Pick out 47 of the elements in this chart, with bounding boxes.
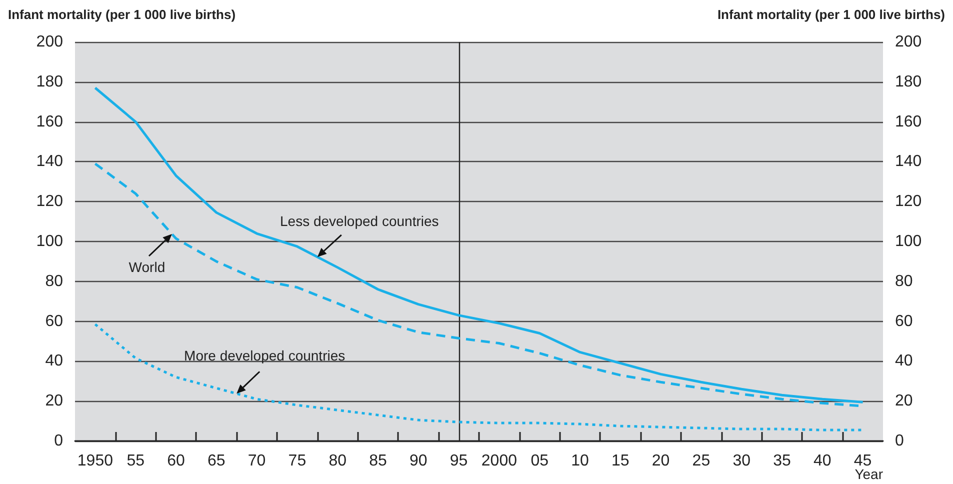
x-tick-label: 05 — [530, 452, 549, 470]
y2-tick-label: 120 — [895, 193, 922, 210]
x-tick-label: 65 — [208, 452, 226, 470]
line-series — [94, 86, 864, 404]
x-tick-label: 25 — [692, 452, 710, 470]
y2-tick-label: 20 — [895, 392, 913, 410]
x-tick-label: 85 — [369, 452, 387, 470]
y2-tick-label: 0 — [895, 432, 904, 450]
y2-tick-label: 80 — [895, 272, 913, 290]
y-tick-label: 60 — [45, 312, 64, 330]
y2-tick-label: 100 — [895, 233, 922, 250]
x-tick-label: 75 — [288, 452, 306, 470]
y-tick-label: 0 — [54, 432, 64, 450]
y-tick-label: 40 — [45, 352, 64, 370]
y-tick-label: 100 — [36, 233, 64, 250]
y-tick-label: 120 — [36, 193, 64, 210]
x-tick-label: 80 — [328, 452, 347, 470]
x-tick-label: 1950 — [77, 452, 114, 470]
x-tick-label: 55 — [126, 452, 145, 470]
x-tick-label: 2000 — [481, 452, 518, 470]
y2-tick-label: 200 — [895, 34, 922, 50]
y2-tick-label: 160 — [895, 113, 922, 130]
x-tick-label: 40 — [814, 452, 832, 470]
x-tick-label: 60 — [167, 452, 185, 470]
x-tick-label: 90 — [410, 452, 428, 470]
x-tick-label: 20 — [652, 452, 670, 470]
x-tick-label: 15 — [612, 452, 630, 470]
x-tick-label: 30 — [732, 452, 751, 470]
series-label: World — [128, 259, 166, 276]
x-tick-label: 70 — [248, 452, 266, 470]
y-tick-label: 140 — [36, 153, 64, 170]
y-tick-label: 200 — [36, 34, 64, 50]
y-tick-label: 160 — [36, 113, 64, 130]
x-tick-label: 95 — [450, 452, 468, 470]
y2-tick-label: 60 — [895, 312, 913, 330]
x-tick-label: 35 — [773, 452, 791, 470]
y2-tick-label: 40 — [895, 352, 913, 370]
y-tick-label: 20 — [45, 392, 64, 410]
y-axis-title: Infant mortality (per 1 000 live births) — [8, 7, 236, 22]
y2-axis-title: Infant mortality (per 1 000 live births) — [717, 7, 946, 22]
y2-tick-label: 140 — [895, 153, 922, 170]
series-label: Less developed countries — [280, 212, 439, 229]
y-tick-label: 180 — [36, 73, 64, 90]
x-tick-label: 10 — [571, 452, 589, 470]
y2-tick-label: 180 — [895, 73, 922, 90]
series-label: More developed countries — [184, 348, 346, 364]
y-tick-label: 80 — [45, 272, 64, 290]
